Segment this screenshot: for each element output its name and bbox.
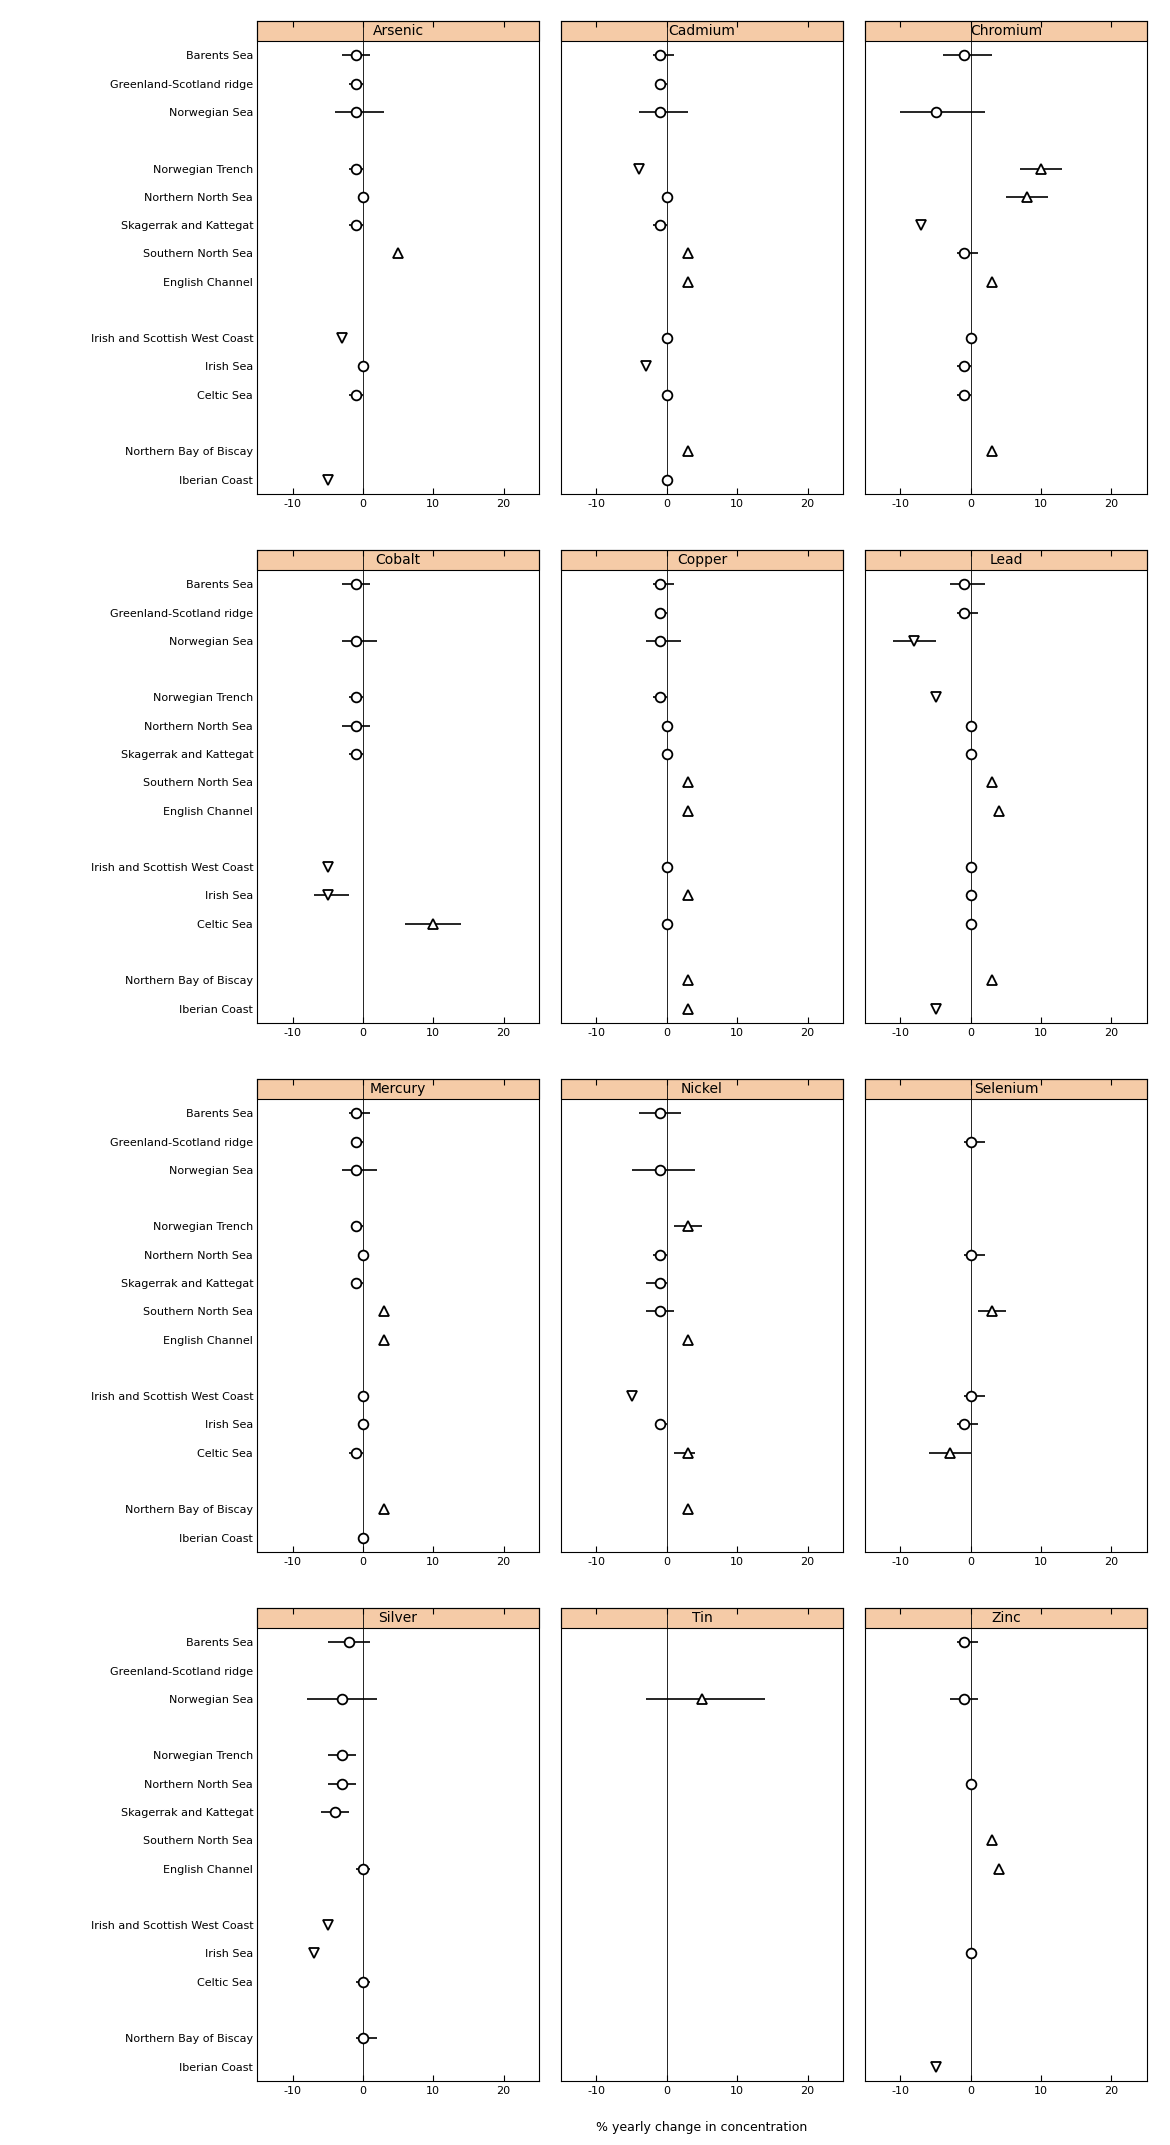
Text: Mercury: Mercury	[370, 1083, 426, 1096]
Bar	[562, 1079, 842, 1098]
Bar	[865, 1609, 1147, 1628]
Bar	[562, 1609, 842, 1628]
Text: Tin: Tin	[691, 1611, 713, 1626]
Bar	[865, 21, 1147, 41]
Text: Arsenic: Arsenic	[372, 24, 424, 39]
Text: Copper: Copper	[677, 553, 727, 566]
Bar	[257, 1609, 539, 1628]
Text: Cadmium: Cadmium	[668, 24, 736, 39]
Text: % yearly change in concentration: % yearly change in concentration	[597, 2121, 807, 2134]
Text: Selenium: Selenium	[973, 1083, 1038, 1096]
Bar	[562, 21, 842, 41]
Text: Chromium: Chromium	[970, 24, 1042, 39]
Text: Silver: Silver	[379, 1611, 418, 1626]
Bar	[257, 551, 539, 571]
Text: Zinc: Zinc	[991, 1611, 1020, 1626]
Text: Cobalt: Cobalt	[376, 553, 421, 566]
Bar	[865, 551, 1147, 571]
Bar	[562, 551, 842, 571]
Text: Nickel: Nickel	[681, 1083, 723, 1096]
Bar	[865, 1079, 1147, 1098]
Bar	[257, 21, 539, 41]
Text: Lead: Lead	[989, 553, 1023, 566]
Bar	[257, 1079, 539, 1098]
